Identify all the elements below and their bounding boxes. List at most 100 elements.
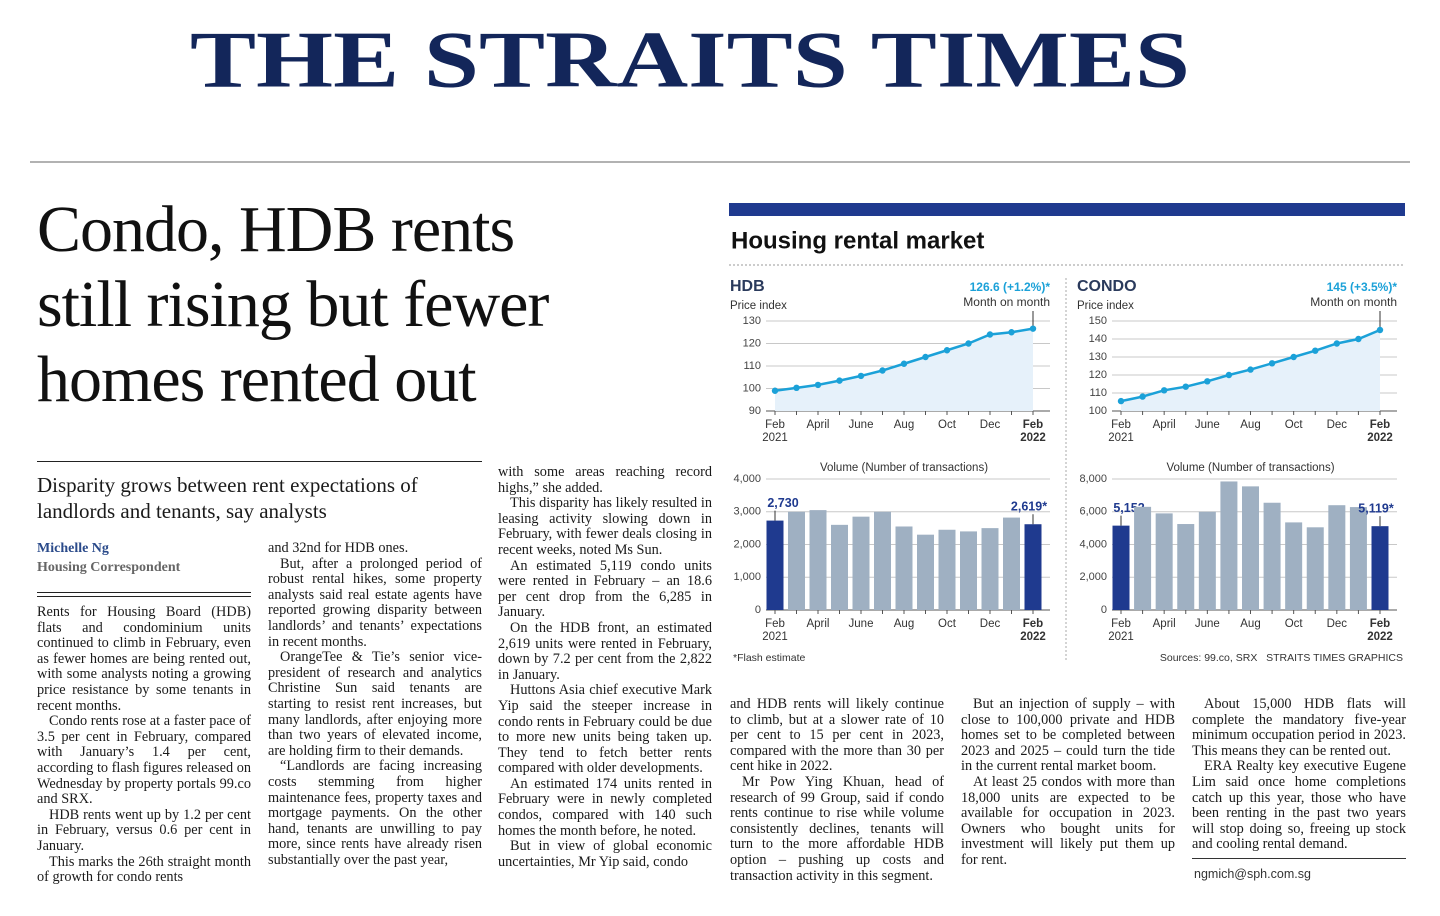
y-tick-label: 1,000 (733, 571, 761, 583)
y-tick-label: 120 (743, 337, 761, 349)
text-column: Rents for Housing Board (HDB) flats and … (37, 604, 251, 886)
price-point (1160, 387, 1168, 394)
subhead: Disparity grows between rent expectation… (37, 461, 482, 524)
y-tick-label: 130 (1089, 351, 1107, 363)
y-tick-label: 150 (1089, 315, 1107, 327)
text-column: About 15,000 HDB flats will complete the… (1192, 696, 1406, 853)
x-tick-label: Oct (938, 618, 956, 630)
y-tick-label: 3,000 (733, 506, 761, 518)
x-tick-label: Feb 2022 (1367, 419, 1393, 444)
bar (831, 524, 848, 610)
price-point (1290, 353, 1297, 361)
y-tick-label: 100 (1089, 405, 1107, 417)
x-tick-label: April (1152, 419, 1176, 431)
graphic-title: Housing rental market (731, 227, 984, 254)
text-column: and 32nd for HDB ones. But, after a prolo… (268, 540, 482, 868)
x-tick-label: Feb 2021 (762, 419, 788, 444)
x-tick-label: April (806, 419, 830, 431)
y-axis-label: Price index (1077, 300, 1134, 312)
paragraph: An estimated 174 units rented in Februar… (498, 775, 712, 839)
price-point (1204, 378, 1211, 385)
x-tick-label: Oct (1284, 419, 1303, 431)
y-tick-label: 110 (743, 360, 761, 372)
bar (981, 528, 999, 610)
x-tick-label: June (1194, 618, 1220, 630)
y-axis-label: Price index (730, 300, 787, 312)
bar (1003, 517, 1020, 610)
x-tick-label: Feb 2021 (1108, 618, 1134, 643)
paragraph: Rents for Housing Board (HDB) flats and … (37, 604, 251, 714)
author-email: ngmich@sph.com.sg (1194, 867, 1311, 881)
x-tick-label: Aug (893, 419, 915, 431)
end-rule (1192, 858, 1406, 859)
byline-role: Housing Correspondent (37, 560, 181, 575)
annotation: 145 (+3.5%)* (1327, 280, 1398, 294)
y-tick-label: 90 (749, 405, 761, 417)
price-point (1139, 393, 1146, 400)
bar (1024, 524, 1042, 610)
bar (1285, 522, 1303, 610)
x-tick-label: Feb 2021 (1108, 419, 1134, 444)
y-tick-label: 140 (1089, 333, 1107, 345)
masthead: THE STRAITS TIMES (190, 16, 1190, 104)
bar (852, 516, 870, 610)
price-point (1268, 360, 1276, 367)
price-point (1312, 347, 1319, 354)
bar (874, 511, 891, 610)
paragraph: At least 25 condos with more than 18,000… (961, 773, 1175, 868)
bar (809, 510, 827, 610)
price-point (1333, 340, 1341, 347)
paragraph: About 15,000 HDB flats will complete the… (1192, 696, 1406, 759)
y-tick-label: 8,000 (1079, 473, 1107, 485)
headline-line: still rising but fewer (37, 268, 549, 341)
price-point (1182, 383, 1189, 390)
paragraph: This marks the 26th straight month of gr… (37, 853, 251, 886)
price-point (771, 387, 779, 394)
paragraph: This disparity has likely resulted in le… (498, 495, 712, 558)
bar (1134, 506, 1152, 610)
graphic-bar (729, 203, 1405, 216)
headline: Condo, HDB rents still rising but fewer … (37, 192, 549, 417)
paragraph: HDB rents went up by 1.2 per cent in Feb… (37, 806, 251, 854)
bar (1198, 511, 1216, 610)
price-point (1008, 329, 1015, 336)
paragraph: Mr Pow Ying Khuan, head of research of 9… (730, 773, 944, 884)
bar (1349, 507, 1367, 610)
x-tick-label: Feb 2022 (1020, 419, 1046, 444)
y-tick-label: 4,000 (1079, 538, 1107, 550)
y-tick-label: 130 (743, 315, 761, 327)
value-label: 2,619* (1011, 500, 1047, 514)
price-point (1376, 326, 1384, 334)
value-label: 2,730 (767, 496, 798, 510)
paragraph: ERA Realty key executive Eugene Lim said… (1192, 758, 1406, 853)
bar (1155, 513, 1173, 610)
bar (766, 520, 784, 610)
paragraph: and 32nd for HDB ones. (268, 540, 409, 556)
paragraph: But in view of global economic uncertain… (498, 838, 712, 870)
paragraph: But, after a prolonged period of robust … (268, 555, 482, 650)
paragraph: An estimated 5,119 condo units were rent… (498, 557, 712, 621)
y-tick-label: 100 (743, 382, 761, 394)
price-point (1117, 397, 1125, 405)
paragraph: with some areas reaching record highs,” … (498, 464, 712, 496)
text-column: with some areas reaching record highs,” … (498, 464, 712, 870)
paragraph: Condo rents rose at a faster pace of 3.5… (37, 713, 251, 808)
y-tick-label: 6,000 (1079, 506, 1107, 518)
bar (895, 526, 913, 610)
value-label: 5,119* (1358, 501, 1394, 515)
x-tick-label: Dec (1326, 618, 1348, 630)
sources: Sources: 99.co, SRX STRAITS TIMES GRAPHI… (1160, 652, 1403, 664)
x-tick-label: April (1152, 618, 1176, 630)
x-tick-label: Dec (979, 618, 1001, 630)
bar (1177, 524, 1195, 610)
price-point (836, 377, 843, 384)
paragraph: “Landlords are facing increasing costs s… (268, 758, 482, 868)
bar (960, 531, 977, 610)
paragraph: OrangeTee & Tie’s senior vice-president … (268, 649, 482, 759)
x-tick-label: June (848, 419, 874, 431)
panel-title: CONDO (1077, 278, 1137, 295)
byline-name: Michelle Ng (37, 541, 109, 556)
price-point (1029, 325, 1037, 332)
y-tick-label: 2,000 (733, 538, 761, 550)
price-area (775, 328, 1033, 411)
